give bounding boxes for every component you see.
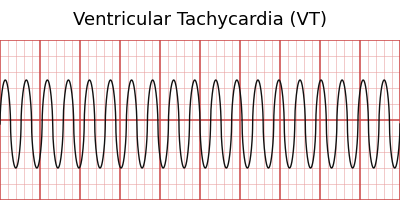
Text: Ventricular Tachycardia (VT): Ventricular Tachycardia (VT)	[73, 11, 327, 29]
